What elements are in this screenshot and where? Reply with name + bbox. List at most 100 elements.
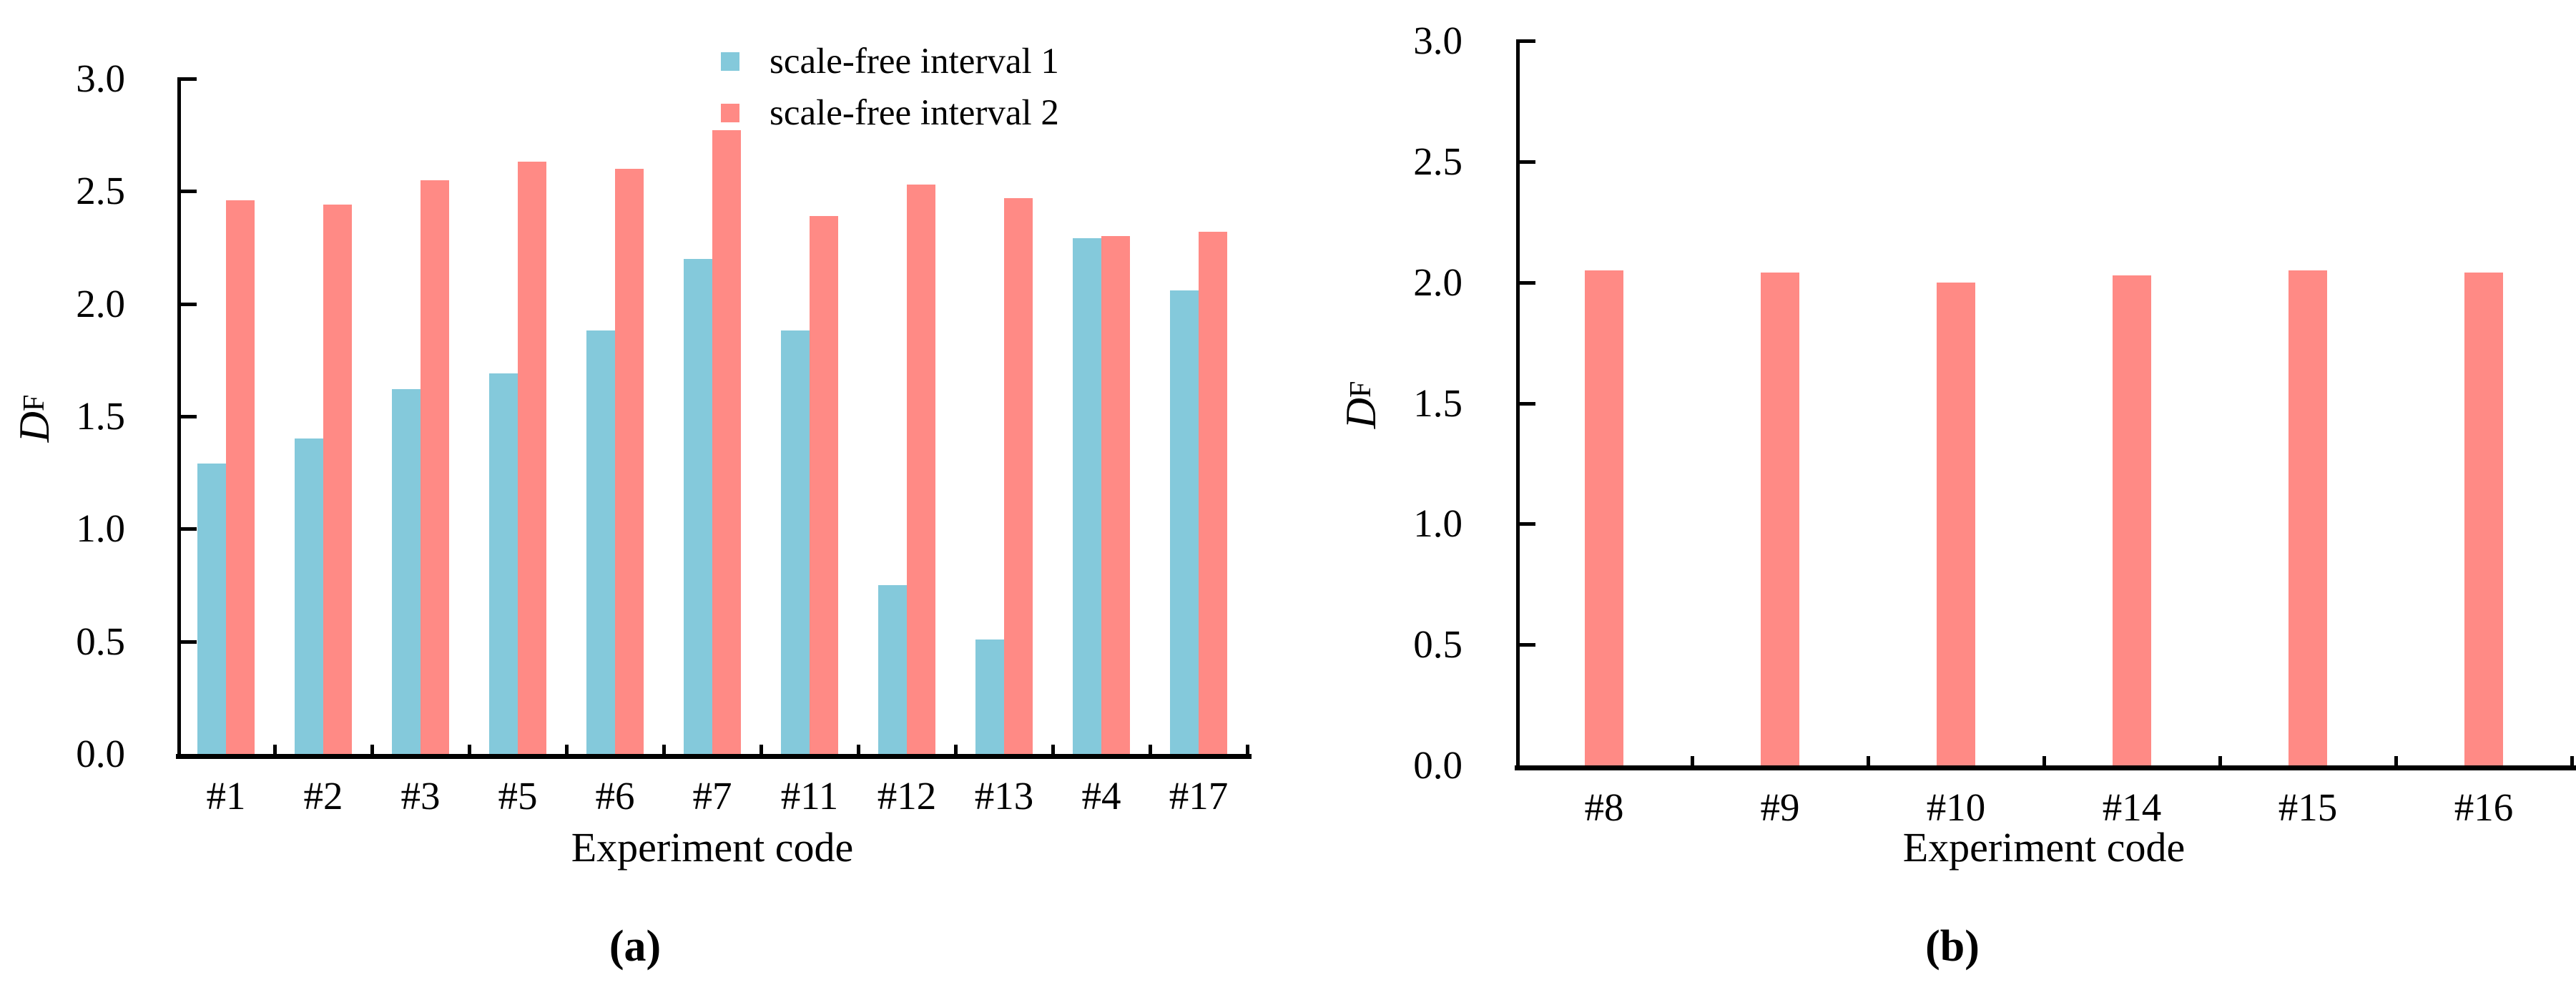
bar-#16-series1 bbox=[2464, 273, 2503, 765]
bar-#1-series2 bbox=[226, 200, 255, 754]
bar-#9-series1 bbox=[1761, 273, 1799, 765]
y-tick bbox=[181, 190, 197, 194]
x-axis-line bbox=[1515, 765, 2576, 770]
x-category-label: #6 bbox=[595, 774, 635, 818]
y-tick bbox=[181, 639, 197, 644]
x-category-label: #5 bbox=[498, 774, 538, 818]
y-tick-label: 0.0 bbox=[1413, 743, 1462, 787]
bar-#8-series1 bbox=[1585, 270, 1623, 765]
subfigure-caption-a: (a) bbox=[609, 922, 662, 971]
x-category-label: #4 bbox=[1081, 774, 1121, 818]
bar-#11-series1 bbox=[781, 330, 810, 754]
bar-#12-series1 bbox=[878, 585, 907, 754]
y-tick-label: 0.5 bbox=[76, 619, 125, 663]
x-tick bbox=[662, 745, 666, 754]
bar-#12-series2 bbox=[907, 184, 935, 754]
y-tick bbox=[181, 302, 197, 306]
legend: scale-free interval 1 scale-free interval… bbox=[721, 36, 1059, 139]
x-tick bbox=[1149, 745, 1152, 754]
bar-#4-series1 bbox=[1073, 238, 1101, 754]
bar-#3-series2 bbox=[421, 180, 449, 754]
y-tick bbox=[1520, 522, 1535, 526]
x-tick bbox=[2394, 756, 2398, 765]
x-axis-line bbox=[176, 754, 1252, 759]
y-tick bbox=[1520, 280, 1535, 285]
y-tick bbox=[181, 527, 197, 531]
subfigure-caption-b: (b) bbox=[1925, 922, 1980, 971]
x-category-label: #15 bbox=[2278, 785, 2338, 829]
x-tick bbox=[370, 745, 374, 754]
x-category-label: #9 bbox=[1760, 785, 1800, 829]
y-tick bbox=[1520, 39, 1535, 43]
y-tick-label: 2.5 bbox=[76, 169, 125, 213]
x-axis-title: Experiment code bbox=[571, 824, 854, 871]
y-tick-label: 1.5 bbox=[1413, 381, 1462, 425]
y-tick bbox=[181, 415, 197, 418]
bar-#1-series1 bbox=[197, 464, 226, 754]
x-tick bbox=[1691, 756, 1694, 765]
x-tick bbox=[468, 745, 471, 754]
x-axis-title: Experiment code bbox=[1902, 824, 2186, 871]
y-axis-label-base: D bbox=[1337, 398, 1385, 429]
bar-#5-series1 bbox=[489, 373, 518, 754]
legend-label: scale-free interval 2 bbox=[770, 93, 1059, 133]
y-tick-label: 2.0 bbox=[1413, 260, 1462, 304]
bar-#6-series1 bbox=[586, 330, 615, 754]
legend-swatch bbox=[721, 52, 739, 71]
bar-#15-series1 bbox=[2289, 270, 2327, 765]
y-tick-label: 1.0 bbox=[1413, 501, 1462, 546]
x-tick bbox=[2570, 756, 2574, 765]
y-tick-label: 2.0 bbox=[76, 281, 125, 325]
x-tick bbox=[1051, 745, 1055, 754]
x-tick bbox=[2042, 756, 2046, 765]
legend-swatch bbox=[721, 104, 739, 122]
y-tick-label: 0.0 bbox=[76, 732, 125, 775]
x-tick bbox=[857, 745, 860, 754]
y-axis-spine bbox=[1516, 39, 1520, 770]
y-tick-label: 2.5 bbox=[1413, 139, 1462, 183]
y-tick bbox=[1520, 401, 1535, 406]
x-category-label: #3 bbox=[400, 774, 441, 818]
bar-#3-series1 bbox=[392, 389, 421, 754]
legend-item: scale-free interval 1 bbox=[721, 36, 1059, 87]
x-category-label: #13 bbox=[974, 774, 1034, 818]
y-tick bbox=[1520, 160, 1535, 164]
x-tick bbox=[1867, 756, 1870, 765]
x-category-label: #16 bbox=[2454, 785, 2514, 829]
y-tick bbox=[181, 77, 197, 81]
y-tick-label: 3.0 bbox=[1413, 19, 1462, 62]
bar-#2-series2 bbox=[323, 205, 352, 754]
y-tick-label: 1.0 bbox=[76, 506, 125, 551]
bar-#14-series1 bbox=[2113, 275, 2151, 765]
y-tick-label: 3.0 bbox=[76, 57, 125, 100]
x-category-label: #8 bbox=[1584, 785, 1624, 829]
bar-#4-series2 bbox=[1101, 236, 1130, 754]
bar-#10-series1 bbox=[1937, 282, 1975, 765]
bar-#7-series2 bbox=[712, 130, 741, 754]
x-category-label: #10 bbox=[1926, 785, 1986, 829]
bar-#17-series2 bbox=[1199, 231, 1227, 754]
legend-item: scale-free interval 2 bbox=[721, 87, 1059, 139]
bar-#11-series2 bbox=[810, 215, 838, 754]
y-axis-spine bbox=[177, 77, 181, 758]
x-tick bbox=[954, 745, 958, 754]
x-tick bbox=[2218, 756, 2222, 765]
x-category-label: #7 bbox=[692, 774, 732, 818]
x-tick bbox=[565, 745, 569, 754]
bar-#13-series2 bbox=[1004, 197, 1033, 754]
bar-#2-series1 bbox=[295, 438, 323, 754]
bar-#17-series1 bbox=[1170, 290, 1199, 754]
legend-label: scale-free interval 1 bbox=[770, 41, 1059, 82]
x-category-label: #17 bbox=[1169, 774, 1229, 818]
y-tick-label: 0.5 bbox=[1413, 622, 1462, 667]
x-category-label: #14 bbox=[2102, 785, 2162, 829]
bar-#13-series1 bbox=[975, 639, 1004, 754]
bar-#6-series2 bbox=[615, 168, 644, 754]
x-category-label: #2 bbox=[303, 774, 343, 818]
bar-#5-series2 bbox=[518, 162, 546, 754]
y-tick bbox=[1520, 643, 1535, 647]
